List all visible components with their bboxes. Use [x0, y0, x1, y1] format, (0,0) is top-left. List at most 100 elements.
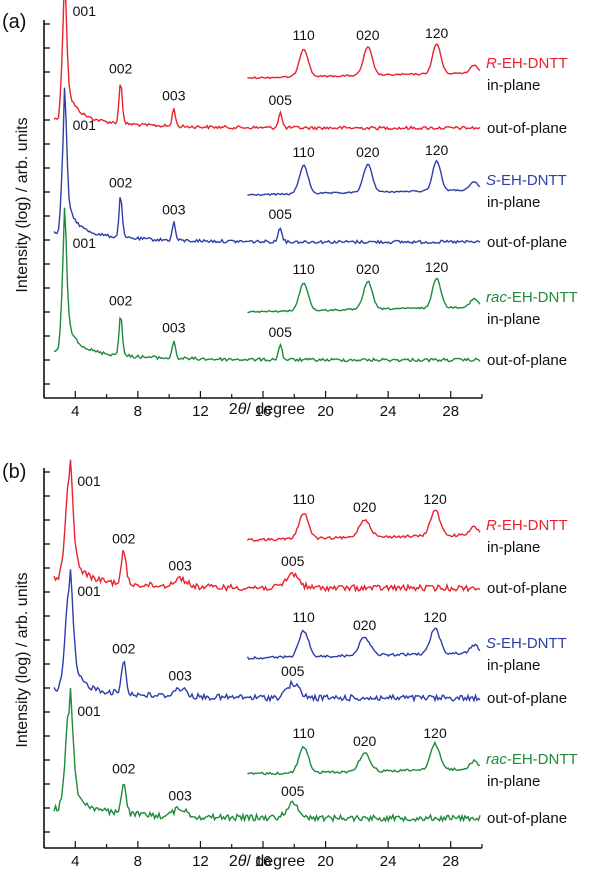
x-tick-label: 20: [317, 403, 334, 420]
peak-label-003: 003: [168, 787, 192, 803]
out-of-plane-trace: [53, 687, 481, 823]
sample-label: R-EH-DNTT: [486, 517, 568, 534]
peak-label-003: 003: [162, 201, 186, 217]
peak-label-002: 002: [109, 60, 133, 76]
x-tick-label: 4: [71, 403, 79, 420]
peak-label-001: 001: [77, 583, 101, 599]
in-plane-trace: [247, 43, 481, 80]
x-tick-label: 28: [442, 853, 459, 870]
sample-group-rac: 001 002 003 005 out-of-plane 110 020 120 in-plan…: [53, 687, 578, 827]
out-of-plane-trace: [53, 0, 481, 131]
x-tick-label: 16: [255, 853, 272, 870]
peak-label-120: 120: [425, 142, 449, 158]
chart-panel-a: (a) 4 8 12 16 20 24 28 2θ/ degree Intensity (log)…: [2, 0, 578, 420]
peak-label-002: 002: [112, 761, 136, 777]
peak-label-002: 002: [109, 174, 133, 190]
sample-label: rac-EH-DNTT: [486, 289, 578, 306]
sample-label: rac-EH-DNTT: [486, 751, 578, 768]
x-tick-label: 12: [192, 403, 209, 420]
x-tick-label: 24: [380, 853, 397, 870]
peak-label-120: 120: [425, 25, 449, 41]
peak-label-001: 001: [77, 703, 101, 719]
peak-label-020: 020: [353, 499, 377, 515]
out-of-plane-label: out-of-plane: [487, 352, 567, 369]
in-plane-label: in-plane: [487, 311, 540, 328]
sample-label: S-EH-DNTT: [486, 635, 567, 652]
sample-group-rac: 001 002 003 005 out-of-plane 110 020 120 in-plan…: [54, 207, 578, 369]
peak-label-005: 005: [281, 553, 305, 569]
peak-label-001: 001: [77, 473, 101, 489]
peak-label-110: 110: [293, 491, 316, 507]
x-tick-label: 16: [255, 403, 272, 420]
peak-label-005: 005: [269, 206, 293, 222]
peak-label-110: 110: [293, 261, 316, 277]
y-axis-label: Intensity (log) / arb. units: [14, 572, 31, 747]
peak-label-020: 020: [353, 617, 377, 633]
in-plane-label: in-plane: [487, 657, 540, 674]
x-tick-label: 20: [317, 853, 334, 870]
peak-label-003: 003: [168, 557, 192, 573]
out-of-plane-label: out-of-plane: [487, 120, 567, 137]
in-plane-label: in-plane: [487, 194, 540, 211]
in-plane-label: in-plane: [487, 77, 540, 94]
out-of-plane-label: out-of-plane: [487, 810, 567, 827]
in-plane-trace: [246, 627, 481, 661]
peak-label-001: 001: [73, 235, 97, 251]
x-tick-label: 8: [134, 403, 142, 420]
x-axis-label: 2θ/ degree: [229, 401, 305, 418]
peak-label-020: 020: [353, 733, 377, 749]
x-tick-label: 4: [71, 853, 79, 870]
y-axis-label: Intensity (log) / arb. units: [14, 117, 31, 292]
in-plane-trace: [246, 509, 481, 542]
peak-label-110: 110: [293, 725, 316, 741]
peak-label-005: 005: [281, 663, 305, 679]
out-of-plane-trace: [53, 87, 481, 245]
out-of-plane-trace: [54, 207, 481, 363]
peak-label-020: 020: [356, 27, 380, 43]
peak-label-002: 002: [112, 641, 136, 657]
peak-label-002: 002: [109, 292, 133, 308]
panel-label: (b): [2, 461, 26, 483]
peak-label-001: 001: [73, 3, 97, 19]
peak-label-110: 110: [293, 27, 316, 43]
peak-label-120: 120: [423, 725, 447, 741]
peak-label-020: 020: [356, 144, 380, 160]
peak-label-002: 002: [112, 531, 136, 547]
in-plane-label: in-plane: [487, 539, 540, 556]
out-of-plane-label: out-of-plane: [487, 580, 567, 597]
peak-label-120: 120: [425, 259, 449, 275]
sample-group-r: 001 002 003 005 out-of-plane 110 020 120 in-plan…: [53, 0, 568, 137]
sample-group-r: 001 002 003 005 out-of-plane 110 020 120 in-plan…: [53, 459, 568, 597]
out-of-plane-trace: [53, 459, 481, 593]
peak-label-020: 020: [356, 261, 380, 277]
x-axis-label: 2θ/ degree: [229, 853, 305, 870]
chart-panel-b: (b) 4 8 12 16 20 24 28 2θ/ degree Intensity (log)…: [2, 459, 578, 870]
x-tick-label: 24: [380, 403, 397, 420]
peak-label-120: 120: [423, 491, 447, 507]
peak-label-005: 005: [269, 324, 293, 340]
x-tick-label: 28: [442, 403, 459, 420]
out-of-plane-label: out-of-plane: [487, 690, 567, 707]
out-of-plane-trace: [53, 569, 481, 703]
peak-label-110: 110: [293, 144, 316, 160]
in-plane-label: in-plane: [487, 773, 540, 790]
in-plane-trace: [247, 277, 481, 314]
peak-label-003: 003: [168, 667, 192, 683]
peak-label-005: 005: [269, 92, 293, 108]
out-of-plane-label: out-of-plane: [487, 234, 567, 251]
sample-label: S-EH-DNTT: [486, 172, 567, 189]
peak-label-120: 120: [423, 609, 447, 625]
peak-label-003: 003: [162, 319, 186, 335]
peak-label-001: 001: [73, 117, 97, 133]
peak-label-110: 110: [293, 609, 316, 625]
peak-label-005: 005: [281, 783, 305, 799]
sample-group-s: 001 002 003 005 out-of-plane 110 020 120 in-plan…: [53, 569, 567, 707]
sample-label: R-EH-DNTT: [486, 55, 568, 72]
panel-label: (a): [2, 11, 26, 33]
peak-label-003: 003: [162, 87, 186, 103]
sample-group-s: 001 002 003 005 out-of-plane 110 020 120 in-plan…: [53, 87, 567, 251]
x-tick-label: 12: [192, 853, 209, 870]
in-plane-trace: [247, 740, 481, 776]
in-plane-trace: [247, 159, 481, 197]
